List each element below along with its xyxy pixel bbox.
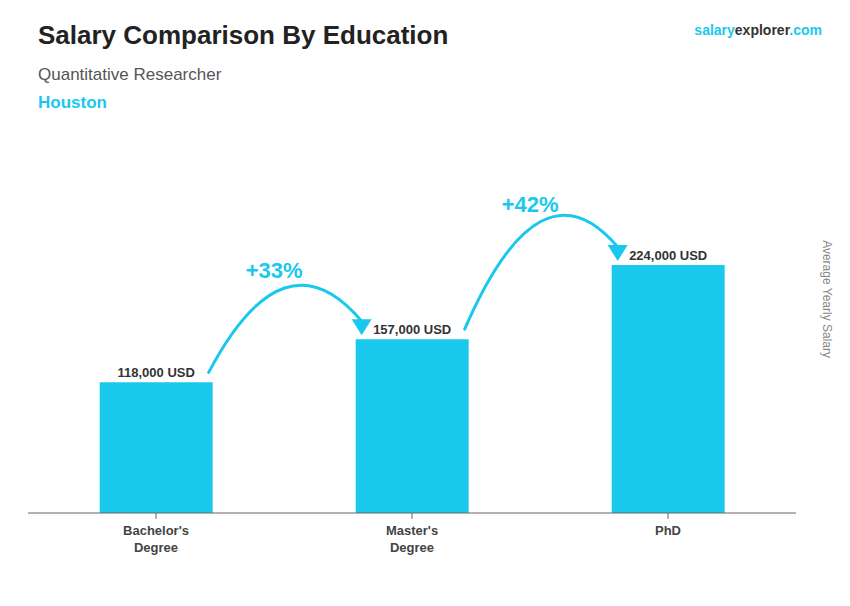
svg-text:Average Yearly Salary: Average Yearly Salary	[820, 240, 834, 358]
svg-text:PhD: PhD	[655, 523, 681, 538]
svg-text:157,000 USD: 157,000 USD	[373, 322, 451, 337]
svg-text:+33%: +33%	[246, 258, 303, 283]
svg-text:224,000 USD: 224,000 USD	[629, 248, 707, 263]
html-text:Salary Comparison By Education: Salary Comparison By Education	[38, 20, 449, 50]
svg-text:Bachelor'sDegree: Bachelor'sDegree	[123, 523, 189, 555]
svg-text:+42%: +42%	[502, 192, 559, 217]
html-text:salary explorer.com: salary explorer.com	[694, 22, 822, 38]
svg-text:Master'sDegree: Master'sDegree	[386, 523, 438, 555]
html-text:Houston: Houston	[38, 93, 107, 112]
html-text:Quantitative Researcher: Quantitative Researcher	[38, 65, 222, 84]
svg-text:118,000 USD: 118,000 USD	[118, 365, 195, 380]
